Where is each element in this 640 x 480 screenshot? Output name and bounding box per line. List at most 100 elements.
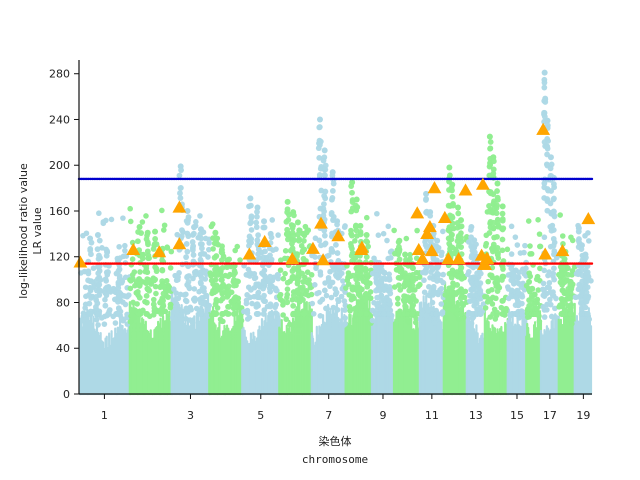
chromosome-9-cluster-point bbox=[372, 311, 379, 317]
chromosome-5-cluster-point bbox=[255, 251, 261, 258]
triangle-marker bbox=[536, 122, 551, 135]
chromosome-17-point bbox=[541, 267, 547, 274]
chromosome-3-cluster-point bbox=[183, 298, 190, 305]
chromosome-5-cluster-point bbox=[255, 232, 262, 239]
chromosome-3-cluster-point bbox=[178, 167, 184, 174]
chromosome-1-cluster-point bbox=[105, 285, 112, 292]
chromosome-5-cluster-point bbox=[254, 294, 261, 301]
chromosome-9-peak-point bbox=[381, 269, 388, 276]
chromosome-5-cluster-point bbox=[262, 248, 268, 255]
chromosome-4-cluster-point bbox=[224, 264, 230, 271]
triangle-marker bbox=[285, 252, 300, 265]
chromosome-8-cluster-point bbox=[348, 183, 355, 190]
chromosome-1-point bbox=[93, 316, 100, 323]
chromosome-2-cluster-point bbox=[152, 276, 159, 283]
chromosome-7-point bbox=[342, 302, 349, 309]
chromosome-7-cluster-point bbox=[321, 208, 327, 215]
chromosome-3-cluster-point bbox=[190, 252, 197, 258]
chromosome-1-cluster-point bbox=[93, 287, 100, 294]
chromosome-16-point bbox=[525, 218, 532, 224]
chromosome-16-cluster-point bbox=[534, 311, 541, 317]
chromosome-9-point bbox=[381, 316, 388, 322]
chromosome-12-cluster-point bbox=[449, 284, 456, 291]
chromosome-6-cluster-point bbox=[294, 277, 301, 283]
chromosome-7-cluster-point bbox=[321, 227, 328, 234]
chromosome-9-cluster-point bbox=[381, 275, 388, 282]
chromosome-2-cluster-point bbox=[159, 267, 166, 274]
chromosome-8-cluster-point bbox=[363, 290, 370, 297]
chromosome-16-point bbox=[533, 276, 540, 283]
chromosome-1-point bbox=[82, 305, 88, 311]
chromosome-16-point bbox=[535, 217, 541, 223]
chromosome-12-peak-point bbox=[458, 217, 465, 224]
chromosome-7-point bbox=[342, 289, 348, 295]
chromosome-1-point bbox=[100, 219, 107, 225]
chromosome-17-cluster-point bbox=[541, 180, 548, 187]
triangle-marker bbox=[441, 252, 456, 265]
chromosome-8-cluster-point bbox=[353, 311, 360, 317]
chromosome-4-cluster-point bbox=[225, 283, 232, 290]
chromosome-12-cluster-point bbox=[458, 244, 465, 251]
chromosome-17-cluster-point bbox=[551, 265, 557, 272]
chromosome-7-cluster-point bbox=[328, 210, 335, 216]
chromosome-8-cluster-point bbox=[349, 189, 355, 196]
chromosome-17-cluster-point bbox=[541, 79, 548, 86]
chromosome-14-point bbox=[489, 286, 495, 293]
chromosome-17-cluster-point bbox=[550, 227, 557, 233]
chromosome-1-cluster-point bbox=[103, 252, 110, 259]
triangle-marker bbox=[172, 200, 187, 213]
chromosome-5-cluster-point bbox=[260, 311, 267, 317]
triangle-marker bbox=[355, 240, 369, 253]
chromosome-6-cluster-point bbox=[295, 289, 302, 296]
chromosome-3-cluster-point bbox=[198, 294, 205, 301]
chromosome-7-point bbox=[341, 224, 348, 230]
triangle-marker bbox=[415, 252, 430, 265]
chromosome-10-cluster-point bbox=[395, 311, 402, 317]
chromosome-19-point bbox=[586, 238, 592, 244]
chromosome-6-cluster-point bbox=[290, 302, 297, 309]
chromosome-10-cluster-point bbox=[402, 302, 408, 309]
chromosome-5-point bbox=[244, 292, 250, 298]
y-axis-title-line-1: log-likelihood ratio value bbox=[17, 163, 30, 299]
chromosome-10-cluster-point bbox=[395, 274, 402, 281]
chromosome-4-cluster-point bbox=[218, 276, 225, 283]
chromosome-7-point bbox=[316, 289, 322, 296]
chromosome-7-point bbox=[322, 287, 328, 294]
chromosome-10-point bbox=[414, 227, 420, 234]
chromosome-5-point bbox=[275, 232, 281, 238]
chromosome-4-cluster-point bbox=[211, 311, 218, 317]
chromosome-15-cluster-point bbox=[518, 300, 525, 307]
chromosome-17-cluster-point bbox=[542, 96, 549, 103]
y-tick-label-200: 200 bbox=[49, 159, 70, 172]
chromosome-12-point bbox=[456, 316, 462, 323]
chromosome-10-point bbox=[413, 255, 420, 262]
triangle-marker bbox=[73, 255, 88, 268]
x-tick-label-13: 13 bbox=[469, 409, 483, 422]
chromosome-12-cluster-point bbox=[449, 213, 455, 220]
chromosome-18-point bbox=[569, 320, 575, 327]
triangle-marker bbox=[316, 253, 330, 266]
chromosome-7-cluster-point bbox=[334, 221, 340, 228]
chromosome-14-cluster-point bbox=[493, 205, 500, 211]
chromosome-11-point bbox=[421, 289, 428, 296]
chromosome-1-point bbox=[116, 289, 123, 296]
chromosome-15-peak-point bbox=[512, 267, 519, 274]
x-tick-label-11: 11 bbox=[425, 409, 439, 422]
chromosome-4-cluster-point bbox=[213, 288, 220, 295]
y-tick-label-160: 160 bbox=[49, 205, 70, 218]
chromosome-5-dense-band-fill bbox=[241, 310, 281, 395]
chromosome-18-point bbox=[560, 241, 566, 247]
triangle-marker bbox=[480, 252, 495, 265]
chromosome-9-dense-band-fill bbox=[371, 299, 395, 395]
chromosome-5-cluster-point bbox=[254, 311, 261, 317]
chromosome-2-point bbox=[142, 268, 149, 275]
chromosome-8-cluster-point bbox=[363, 311, 369, 317]
chromosome-15-point bbox=[514, 242, 521, 248]
chromosome-2-point bbox=[129, 239, 136, 246]
chromosome-19-cluster-point bbox=[578, 246, 585, 252]
chromosome-11-cluster-point bbox=[427, 212, 434, 219]
chromosome-4-cluster-point bbox=[225, 273, 232, 280]
chromosome-12-cluster-point bbox=[454, 289, 461, 296]
chromosome-6-cluster-point bbox=[300, 237, 307, 244]
chromosome-4-cluster-point bbox=[219, 289, 225, 295]
